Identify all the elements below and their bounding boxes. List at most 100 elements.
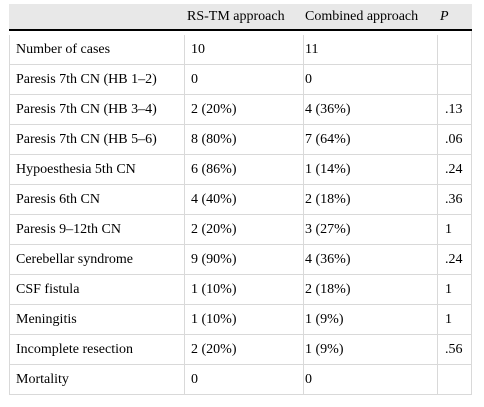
- p-value-cell: 1: [445, 281, 452, 297]
- header-p-value: P: [440, 8, 449, 24]
- col-divider: [303, 335, 304, 364]
- table-row: Paresis 6th CN 4 (40%) 2 (18%) .36: [9, 185, 472, 215]
- table-row: Meningitis 1 (10%) 1 (9%) 1: [9, 305, 472, 335]
- table-row: Mortality 0 0: [9, 365, 472, 395]
- p-value-cell: 1: [445, 311, 452, 327]
- table-row: Number of cases 10 11: [9, 35, 472, 65]
- combined-value-cell: 1 (9%): [305, 311, 344, 327]
- table-row: Paresis 7th CN (HB 5–6) 8 (80%) 7 (64%) .06: [9, 125, 472, 155]
- p-value-cell: .56: [445, 341, 463, 357]
- rs-tm-value-cell: 2 (20%): [191, 221, 237, 237]
- col-divider: [303, 125, 304, 154]
- p-value-cell: .06: [445, 131, 463, 147]
- col-divider: [437, 335, 438, 364]
- combined-value-cell: 2 (18%): [305, 281, 351, 297]
- rs-tm-value-cell: 1 (10%): [191, 311, 237, 327]
- table-left-border: [9, 35, 10, 395]
- table-header: RS-TM approach Combined approach P: [9, 4, 472, 31]
- combined-value-cell: 7 (64%): [305, 131, 351, 147]
- combined-value-cell: 2 (18%): [305, 191, 351, 207]
- header-combined-approach: Combined approach: [305, 8, 419, 24]
- rs-tm-value-cell: 9 (90%): [191, 251, 237, 267]
- col-divider: [303, 155, 304, 184]
- header-empty-cell: [16, 4, 185, 29]
- col-divider: [184, 365, 185, 394]
- table-row: Incomplete resection 2 (20%) 1 (9%) .56: [9, 335, 472, 365]
- col-divider: [184, 185, 185, 214]
- col-divider: [303, 65, 304, 94]
- row-label-cell: Number of cases: [16, 41, 111, 57]
- table-body: Number of cases 10 11 Paresis 7th CN (HB 1–…: [9, 35, 472, 395]
- col-divider: [303, 305, 304, 334]
- p-value-cell: [445, 365, 472, 394]
- rs-tm-value-cell: 2 (20%): [191, 101, 237, 117]
- col-divider: [184, 35, 185, 64]
- col-divider: [303, 365, 304, 394]
- col-divider: [303, 35, 304, 64]
- table-row: Paresis 9–12th CN 2 (20%) 3 (27%) 1: [9, 215, 472, 245]
- row-label-cell: Meningitis: [16, 311, 77, 327]
- p-value-cell: .24: [445, 251, 463, 267]
- row-label-cell: Paresis 6th CN: [16, 191, 100, 207]
- comparison-table: RS-TM approach Combined approach P Numbe…: [9, 4, 472, 395]
- col-divider: [184, 125, 185, 154]
- col-divider: [184, 95, 185, 124]
- rs-tm-value-cell: 0: [191, 71, 198, 87]
- col-divider: [437, 65, 438, 94]
- combined-value-cell: 0: [305, 71, 312, 87]
- row-label-cell: Paresis 7th CN (HB 3–4): [16, 101, 157, 117]
- header-rs-tm-approach: RS-TM approach: [187, 8, 285, 24]
- p-value-cell: [445, 65, 472, 94]
- combined-value-cell: 1 (14%): [305, 161, 351, 177]
- col-divider: [303, 275, 304, 304]
- col-divider: [184, 335, 185, 364]
- combined-value-cell: 4 (36%): [305, 101, 351, 117]
- row-label-cell: Mortality: [16, 371, 69, 387]
- col-divider: [437, 275, 438, 304]
- combined-value-cell: 0: [305, 371, 312, 387]
- col-divider: [437, 365, 438, 394]
- col-divider: [437, 95, 438, 124]
- row-label-cell: Paresis 9–12th CN: [16, 221, 121, 237]
- col-divider: [437, 245, 438, 274]
- rs-tm-value-cell: 1 (10%): [191, 281, 237, 297]
- p-value-cell: .13: [445, 101, 463, 117]
- col-divider: [437, 305, 438, 334]
- rs-tm-value-cell: 0: [191, 371, 198, 387]
- col-divider: [184, 65, 185, 94]
- row-label-cell: Paresis 7th CN (HB 5–6): [16, 131, 157, 147]
- p-value-cell: 1: [445, 221, 452, 237]
- rs-tm-value-cell: 10: [191, 41, 205, 57]
- rs-tm-value-cell: 8 (80%): [191, 131, 237, 147]
- rs-tm-value-cell: 6 (86%): [191, 161, 237, 177]
- col-divider: [303, 185, 304, 214]
- row-label-cell: Cerebellar syndrome: [16, 251, 134, 267]
- combined-value-cell: 3 (27%): [305, 221, 351, 237]
- rs-tm-value-cell: 2 (20%): [191, 341, 237, 357]
- col-divider: [184, 275, 185, 304]
- col-divider: [437, 125, 438, 154]
- combined-value-cell: 11: [305, 41, 319, 57]
- col-divider: [184, 245, 185, 274]
- col-divider: [437, 155, 438, 184]
- table-row: Paresis 7th CN (HB 3–4) 2 (20%) 4 (36%) .13: [9, 95, 472, 125]
- table-row: CSF fistula 1 (10%) 2 (18%) 1: [9, 275, 472, 305]
- col-divider: [184, 305, 185, 334]
- combined-value-cell: 1 (9%): [305, 341, 344, 357]
- col-divider: [303, 215, 304, 244]
- col-divider: [437, 35, 438, 64]
- p-value-cell: .24: [445, 161, 463, 177]
- table-row: Hypoesthesia 5th CN 6 (86%) 1 (14%) .24: [9, 155, 472, 185]
- table-right-border: [471, 4, 472, 395]
- p-value-cell: .36: [445, 191, 463, 207]
- row-label-cell: CSF fistula: [16, 281, 80, 297]
- rs-tm-value-cell: 4 (40%): [191, 191, 237, 207]
- col-divider: [303, 95, 304, 124]
- p-value-cell: [445, 35, 472, 64]
- row-label-cell: Incomplete resection: [16, 341, 134, 357]
- col-divider: [184, 155, 185, 184]
- table-row: Cerebellar syndrome 9 (90%) 4 (36%) .24: [9, 245, 472, 275]
- col-divider: [303, 245, 304, 274]
- table-row: Paresis 7th CN (HB 1–2) 0 0: [9, 65, 472, 95]
- col-divider: [184, 215, 185, 244]
